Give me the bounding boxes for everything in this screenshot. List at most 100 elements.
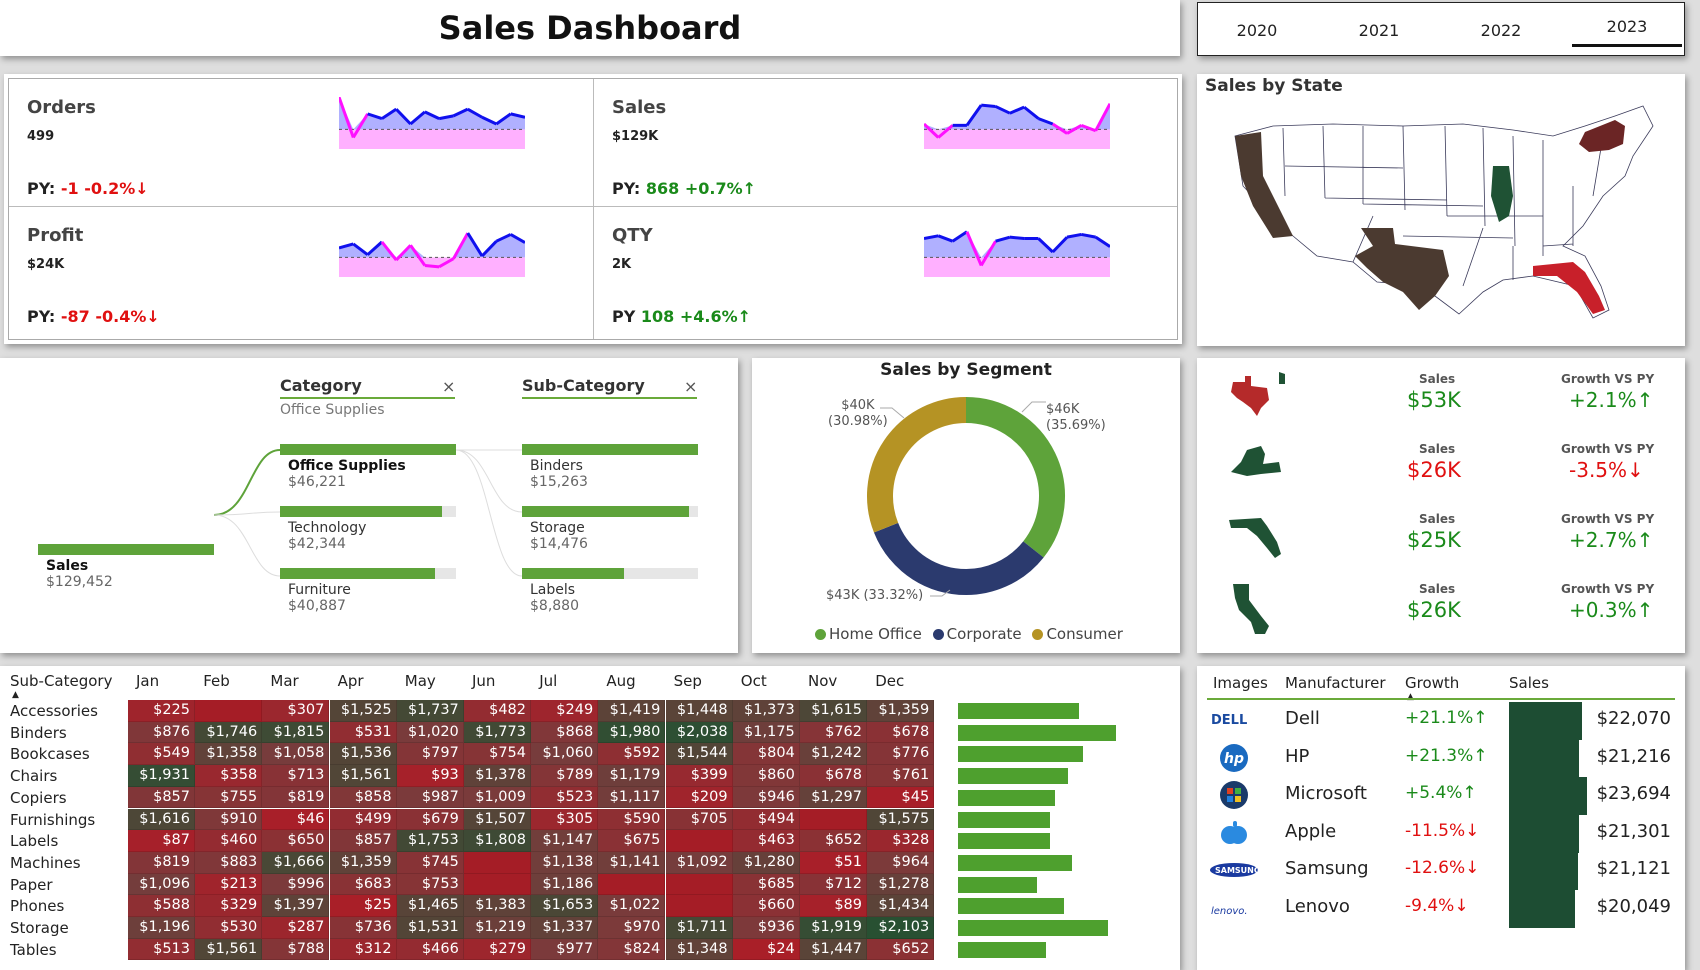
matrix-cell[interactable]: $2,038 — [665, 721, 733, 744]
donut-slice-corporate[interactable] — [873, 522, 1044, 595]
root-bar[interactable] — [38, 544, 214, 555]
matrix-cell[interactable]: $650 — [262, 830, 330, 852]
matrix-cell[interactable]: $1,186 — [531, 873, 599, 896]
month-header[interactable]: Jan — [136, 672, 160, 690]
matrix-cell[interactable]: $466 — [396, 938, 464, 961]
table-row[interactable]: SAMSUNG Samsung -12.6%↓ $21,121 — [1197, 852, 1685, 892]
matrix-cell[interactable]: $590 — [598, 808, 666, 831]
matrix-cell[interactable]: $1,117 — [598, 786, 666, 809]
row-total-bar[interactable] — [958, 920, 1108, 936]
matrix-cell[interactable]: $824 — [598, 938, 666, 961]
matrix-cell[interactable]: $1,525 — [329, 700, 397, 722]
matrix-cell[interactable]: $1,175 — [732, 721, 800, 744]
matrix-cell[interactable]: $1,348 — [665, 938, 733, 961]
matrix-cell[interactable]: $1,666 — [262, 851, 330, 874]
matrix-cell[interactable]: $1,531 — [396, 917, 464, 939]
matrix-cell[interactable]: $761 — [867, 765, 935, 787]
matrix-cell[interactable]: $279 — [464, 938, 531, 961]
matrix-cell[interactable]: $87 — [128, 830, 195, 852]
matrix-cell[interactable] — [665, 895, 733, 917]
matrix-cell[interactable]: $762 — [800, 721, 867, 744]
matrix-cell[interactable]: $1,219 — [464, 917, 531, 939]
matrix-cell[interactable]: $910 — [195, 808, 263, 831]
matrix-cell[interactable]: $776 — [867, 743, 935, 766]
kpi-card-qty[interactable]: QTY 2K PY 108 +4.6%↑ — [594, 207, 1178, 334]
matrix-cell[interactable]: $1,196 — [128, 917, 195, 939]
matrix-cell[interactable]: $755 — [195, 786, 263, 809]
table-row[interactable]: Binders $876 $1,746 $1,815 $531 $1,020 $1,773 $… — [0, 721, 940, 744]
state-shape-ca[interactable] — [1227, 582, 1287, 638]
month-header[interactable]: Jul — [539, 672, 558, 690]
month-header[interactable]: Apr — [337, 672, 364, 690]
month-header[interactable]: Aug — [606, 672, 636, 690]
kpi-sparkline[interactable] — [924, 225, 1110, 279]
matrix-cell[interactable]: $804 — [732, 743, 800, 766]
table-row[interactable]: Chairs $1,931 $358 $713 $1,561 $93 $1,378 $789 $… — [0, 765, 940, 787]
matrix-cell[interactable]: $1,561 — [195, 938, 263, 961]
matrix-cell[interactable]: $209 — [665, 786, 733, 809]
matrix-cell[interactable]: $1,397 — [262, 895, 330, 917]
matrix-cell[interactable]: $1,009 — [464, 786, 531, 809]
matrix-cell[interactable]: $1,980 — [598, 721, 666, 744]
matrix-cell[interactable]: $1,434 — [867, 895, 935, 917]
matrix-cell[interactable]: $788 — [262, 938, 330, 961]
matrix-cell[interactable] — [800, 808, 867, 831]
matrix-cell[interactable]: $1,419 — [598, 700, 666, 722]
col-growth[interactable]: Growth — [1405, 674, 1460, 692]
table-row[interactable]: Machines $819 $883 $1,666 $1,359 $745 $1,138 $1… — [0, 851, 940, 874]
matrix-cell[interactable]: $1,931 — [128, 765, 195, 787]
kpi-sparkline[interactable] — [924, 97, 1110, 151]
month-header[interactable]: Dec — [875, 672, 905, 690]
us-map[interactable] — [1213, 96, 1673, 340]
matrix-cell[interactable]: $712 — [800, 873, 867, 896]
state-shape-tx[interactable] — [1227, 372, 1287, 428]
matrix-cell[interactable]: $1,242 — [800, 743, 867, 766]
row-total-bar[interactable] — [958, 811, 1051, 828]
matrix-cell[interactable]: $530 — [195, 917, 263, 939]
matrix-cell[interactable]: $1,808 — [464, 830, 531, 852]
matrix-cell[interactable]: $660 — [732, 895, 800, 917]
matrix-cell[interactable]: $25 — [329, 895, 397, 917]
month-header[interactable]: Feb — [203, 672, 230, 690]
matrix-cell[interactable]: $1,507 — [464, 808, 531, 831]
matrix-cell[interactable]: $753 — [396, 873, 464, 896]
matrix-cell[interactable]: $523 — [531, 786, 599, 809]
month-header[interactable]: Oct — [740, 672, 767, 690]
matrix-cell[interactable]: $1,373 — [732, 700, 800, 722]
state-shape-ny[interactable] — [1227, 442, 1287, 498]
matrix-cell[interactable]: $499 — [329, 808, 397, 831]
matrix-cell[interactable]: $1,383 — [464, 895, 531, 917]
segment-donut-chart[interactable] — [752, 358, 1180, 653]
matrix-cell[interactable]: $24 — [732, 938, 800, 961]
kpi-sparkline[interactable] — [339, 97, 525, 151]
matrix-cell[interactable]: $305 — [531, 808, 599, 831]
matrix-cell[interactable]: $1,653 — [531, 895, 599, 917]
state-shape-fl[interactable] — [1227, 512, 1287, 568]
matrix-cell[interactable]: $713 — [262, 765, 330, 787]
legend-consumer[interactable]: Consumer — [1046, 625, 1123, 643]
matrix-cell[interactable]: $977 — [531, 938, 599, 961]
matrix-cell[interactable]: $89 — [800, 895, 867, 917]
subcategory-bar[interactable] — [522, 444, 698, 455]
row-total-bar[interactable] — [958, 703, 1079, 719]
matrix-cell[interactable]: $1,297 — [800, 786, 867, 809]
row-total-bar[interactable] — [958, 854, 1073, 871]
table-row[interactable]: Labels $87 $460 $650 $857 $1,753 $1,808 $1,147 $… — [0, 830, 940, 852]
row-total-bar[interactable] — [958, 789, 1055, 806]
matrix-cell[interactable]: $588 — [128, 895, 195, 917]
matrix-cell[interactable]: $482 — [464, 700, 531, 722]
matrix-cell[interactable]: $549 — [128, 743, 195, 766]
matrix-cell[interactable]: $513 — [128, 938, 195, 961]
matrix-cell[interactable]: $1,358 — [195, 743, 263, 766]
table-row[interactable]: Paper $1,096 $213 $996 $683 $753 $1,186 $685 $71… — [0, 873, 940, 896]
matrix-cell[interactable]: $652 — [800, 830, 867, 852]
table-row[interactable]: Furnishings $1,616 $910 $46 $499 $679 $1,507 $3… — [0, 808, 940, 831]
matrix-cell[interactable]: $93 — [396, 765, 464, 787]
row-total-bar[interactable] — [958, 833, 1051, 850]
matrix-cell[interactable]: $1,737 — [396, 700, 464, 722]
matrix-cell[interactable]: $494 — [732, 808, 800, 831]
matrix-cell[interactable]: $1,561 — [329, 765, 397, 787]
month-header[interactable]: May — [404, 672, 436, 690]
matrix-cell[interactable]: $1,179 — [598, 765, 666, 787]
matrix-cell[interactable]: $1,746 — [195, 721, 263, 744]
